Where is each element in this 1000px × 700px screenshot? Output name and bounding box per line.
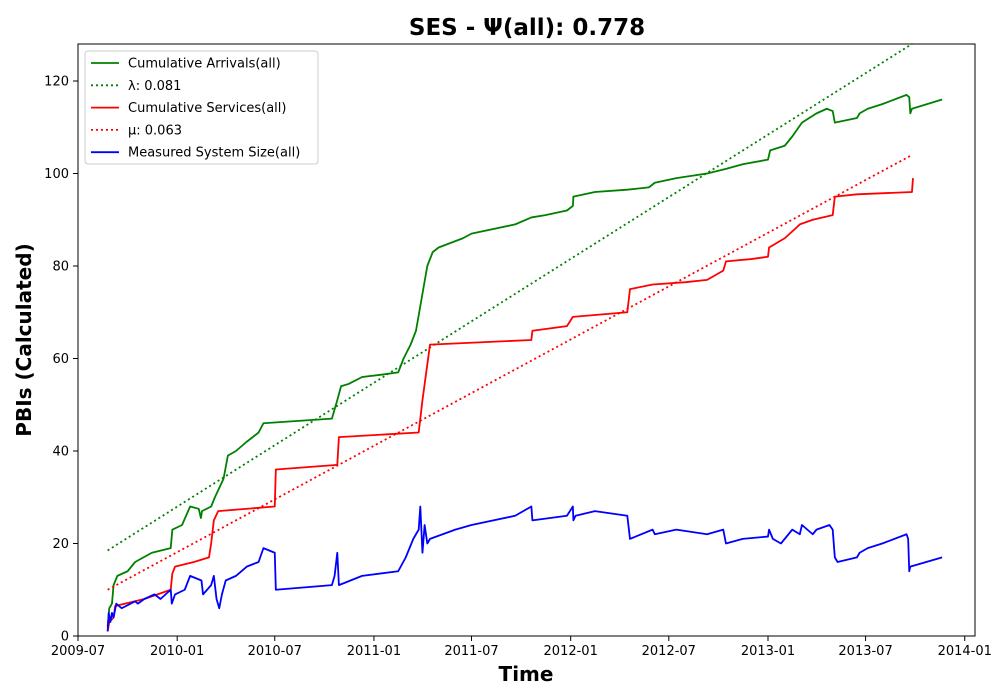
x-tick-label: 2010-01: [150, 644, 204, 659]
x-tick-label: 2012-01: [544, 644, 598, 659]
y-tick-label: 100: [44, 167, 69, 182]
legend-frame: [84, 50, 319, 165]
legend: Cumulative Arrivals(all) λ: 0.081 Cumulati…: [84, 50, 319, 165]
chart-title: SES - Ψ(all): 0.778: [409, 15, 645, 41]
series-line-1: [106, 93, 943, 627]
series-line-5: [106, 505, 943, 632]
x-tick-label: 2014-01: [938, 644, 992, 659]
legend-label-3: Cumulative Services(all): [128, 101, 286, 116]
x-axis-label: Time: [499, 662, 554, 686]
x-tick-label: 2011-01: [347, 644, 401, 659]
y-tick-label: 80: [52, 260, 69, 275]
legend-label-5: Measured System Size(all): [128, 146, 300, 161]
x-tick-label: 2011-07: [444, 644, 498, 659]
y-tick-label: 120: [44, 75, 69, 90]
y-tick-label: 20: [52, 537, 69, 552]
x-tick-label: 2013-07: [838, 644, 892, 659]
x-tick-label: 2012-07: [642, 644, 696, 659]
y-axis-label: PBIs (Calculated): [12, 243, 36, 436]
x-tick-label: 2010-07: [248, 644, 302, 659]
plot-frame: [77, 43, 976, 637]
series-line-4: [107, 154, 913, 591]
legend-label-4: μ: 0.063: [128, 123, 182, 138]
y-axis: 0 20 40 60 80 100 120: [44, 75, 78, 645]
y-tick-label: 0: [61, 630, 69, 645]
legend-label-1: Cumulative Arrivals(all): [128, 57, 281, 72]
series-line-3: [106, 178, 914, 632]
x-axis: 2009-07 2010-01 2010-07 2011-01 2011-07 2012-…: [51, 636, 992, 659]
x-tick-label: 2013-01: [741, 644, 795, 659]
series-line-2: [107, 43, 913, 552]
y-tick-label: 60: [52, 352, 69, 367]
legend-label-2: λ: 0.081: [128, 79, 181, 94]
x-tick-label: 2009-07: [51, 644, 105, 659]
plot-lines: [106, 43, 943, 632]
y-tick-label: 40: [52, 445, 69, 460]
